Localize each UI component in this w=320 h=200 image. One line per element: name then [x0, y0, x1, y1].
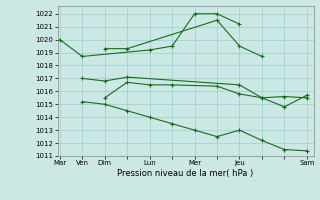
- X-axis label: Pression niveau de la mer( hPa ): Pression niveau de la mer( hPa ): [117, 169, 254, 178]
